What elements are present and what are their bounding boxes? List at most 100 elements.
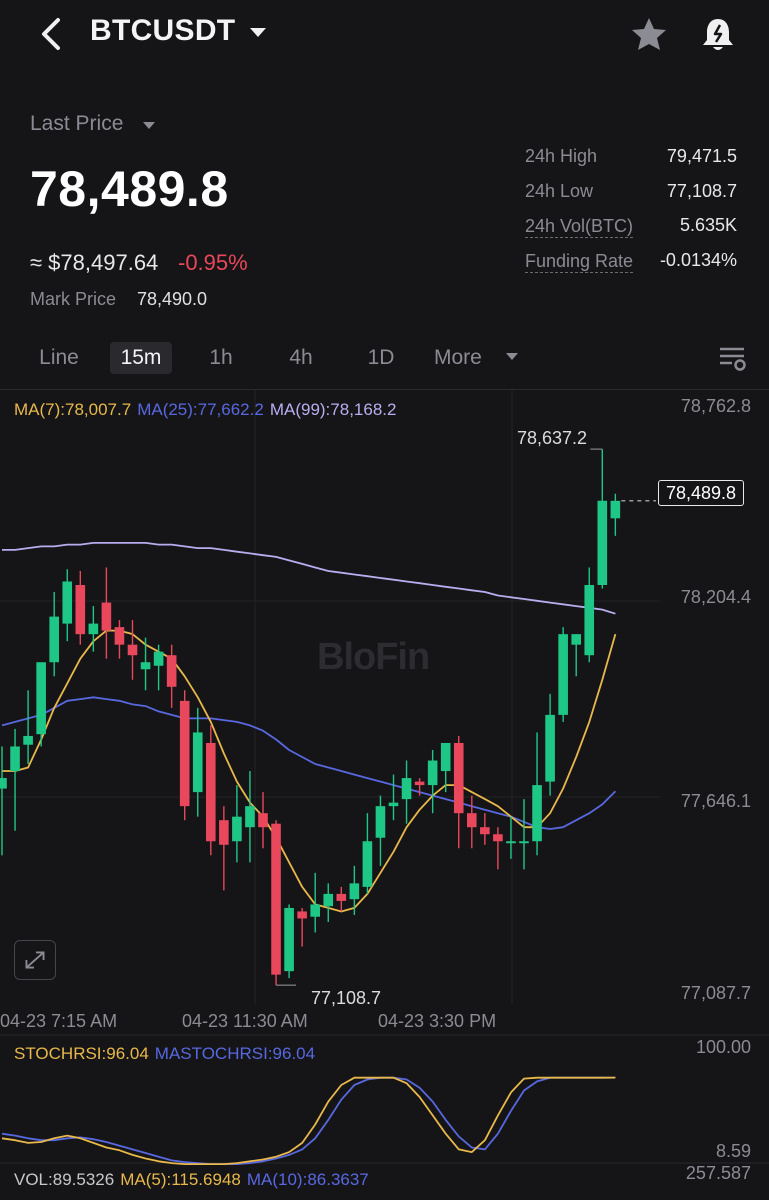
stats-panel: 24h High 79,471.5 24h Low 77,108.7 24h V… [525, 146, 737, 284]
stoch-y-bottom: 8.59 [715, 1141, 751, 1161]
candle-down [75, 585, 86, 635]
last-price-value: 78,489.8 [30, 161, 229, 217]
tab-1h[interactable]: 1h [209, 346, 233, 369]
timeframe-bar: Line 15m 1h 4h 1D More [0, 336, 769, 382]
candle-up [427, 760, 438, 786]
current-price-tag: 78,489.8 [658, 480, 745, 506]
tab-1d[interactable]: 1D [367, 346, 395, 369]
candle-up [558, 634, 568, 715]
mastochrsi-legend: MASTOCHRSI:96.04 [154, 1044, 316, 1063]
candle-up [23, 735, 33, 745]
back-arrow-icon[interactable] [36, 16, 68, 52]
candle-up [49, 616, 59, 663]
stat-24h-vol: 24h Vol(BTC) 5.635K [525, 215, 737, 250]
tab-4h[interactable]: 4h [289, 346, 313, 369]
usd-price: ≈ $78,497.64 [30, 250, 159, 275]
caret-down-icon[interactable] [250, 28, 266, 37]
candle-up [597, 500, 608, 586]
stat-label: 24h Low [525, 180, 594, 201]
candle-up [401, 778, 412, 800]
last-price-caret-icon[interactable] [143, 122, 155, 129]
stat-value: 77,108.7 [666, 180, 737, 201]
candle-up [88, 623, 99, 635]
candle-up [140, 662, 151, 670]
tab-more[interactable]: More [434, 346, 482, 369]
stat-24h-low: 24h Low 77,108.7 [525, 181, 737, 216]
candle-down [480, 827, 490, 835]
candle-up [284, 907, 294, 972]
candle-up [610, 500, 621, 519]
candle-up [62, 581, 73, 624]
candle-up [310, 904, 320, 917]
candle-down [467, 813, 477, 828]
expand-icon[interactable] [14, 940, 56, 980]
candle-up [323, 893, 334, 907]
stat-24h-high: 24h High 79,471.5 [525, 146, 737, 181]
candle-up [375, 806, 386, 838]
candle-up [440, 742, 451, 772]
ma99-legend: MA(99):78,168.2 [269, 400, 397, 419]
candle-up [153, 651, 164, 666]
candle-down [271, 823, 281, 975]
candle-up [584, 585, 595, 656]
stat-label[interactable]: Funding Rate [525, 250, 634, 273]
stat-value: 5.635K [679, 215, 737, 235]
candle-down [219, 820, 229, 845]
mark-price-value: 78,490.0 [137, 289, 208, 309]
stat-label: 24h High [525, 146, 598, 166]
x-tick-label: 04-23 3:30 PM [378, 1011, 497, 1031]
ma-legend: MA(7):78,007.7 MA(25):77,662.2 MA(99):78,1… [14, 400, 396, 420]
stochrsi-legend: STOCHRSI:96.04 [14, 1044, 149, 1063]
ma7-legend: MA(7):78,007.7 [14, 400, 132, 419]
candle-down [179, 700, 190, 807]
candle-up [532, 785, 542, 842]
price-chart[interactable] [0, 390, 769, 1200]
candle-up [349, 883, 360, 900]
candle-down [336, 893, 347, 901]
candle-down [206, 742, 216, 842]
stat-funding-rate: Funding Rate -0.0134% [525, 250, 737, 285]
vol-legend: VOL:89.5326 [14, 1170, 115, 1189]
candle-down [297, 911, 307, 919]
candle-up [36, 662, 46, 735]
y-tick-label: 77,087.7 [680, 983, 751, 1003]
candle-up [232, 816, 242, 842]
stat-value: -0.0134% [659, 249, 737, 270]
divider [0, 389, 769, 390]
x-tick-label: 04-23 7:15 AM [0, 1011, 118, 1031]
mark-price-label: Mark Price [30, 289, 117, 309]
chart-settings-icon[interactable] [716, 344, 748, 372]
price-change-percent: -0.95% [178, 250, 248, 275]
tab-line[interactable]: Line [39, 346, 79, 369]
candle-up [10, 746, 20, 772]
star-icon[interactable] [630, 16, 668, 52]
vol-ma10-legend: MA(10):86.3637 [246, 1170, 369, 1189]
high-marker-label: 78,637.2 [517, 428, 588, 448]
candle-down [493, 834, 503, 842]
stoch-legend: STOCHRSI:96.04 MASTOCHRSI:96.04 [14, 1044, 315, 1064]
top-bar: BTCUSDT [0, 0, 769, 70]
candle-up [245, 806, 255, 828]
ma25-legend: MA(25):77,662.2 [137, 400, 264, 419]
mastochrsi-line [1, 1076, 616, 1165]
bell-alert-icon[interactable] [700, 16, 736, 54]
candle-up [571, 634, 581, 645]
x-tick-label: 04-23 11:30 AM [182, 1011, 308, 1031]
vol-y-top: 257.587 [685, 1163, 751, 1183]
stat-label[interactable]: 24h Vol(BTC) [525, 216, 634, 238]
symbol-title[interactable]: BTCUSDT [90, 14, 236, 47]
y-tick-label: 78,204.4 [680, 587, 751, 607]
volume-legend: VOL:89.5326 MA(5):115.6948 MA(10):86.3637 [14, 1170, 369, 1190]
stochrsi-line [1, 1076, 616, 1165]
candle-up [388, 802, 399, 807]
candle-up [0, 778, 7, 789]
ma7-line [2, 629, 617, 913]
candle-up [506, 841, 516, 844]
candle-up [192, 732, 203, 793]
last-price-label[interactable]: Last Price [30, 112, 124, 135]
candle-down [166, 655, 177, 687]
watermark-logo: BloFin [317, 636, 430, 678]
more-caret-icon[interactable] [506, 353, 518, 360]
vol-ma5-legend: MA(5):115.6948 [120, 1170, 241, 1189]
tab-15m[interactable]: 15m [110, 342, 172, 374]
